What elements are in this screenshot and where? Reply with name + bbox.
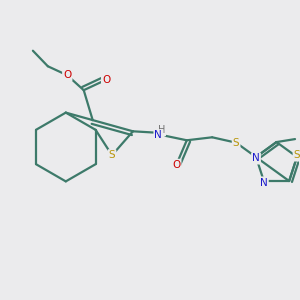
Text: O: O [172, 160, 180, 170]
Text: O: O [102, 75, 110, 85]
Text: N: N [252, 153, 260, 164]
Text: S: S [109, 150, 115, 160]
Text: N: N [154, 130, 162, 140]
Text: O: O [63, 70, 71, 80]
Text: H: H [158, 125, 165, 135]
Text: N: N [260, 178, 268, 188]
Text: S: S [294, 151, 300, 160]
Text: S: S [233, 138, 239, 148]
